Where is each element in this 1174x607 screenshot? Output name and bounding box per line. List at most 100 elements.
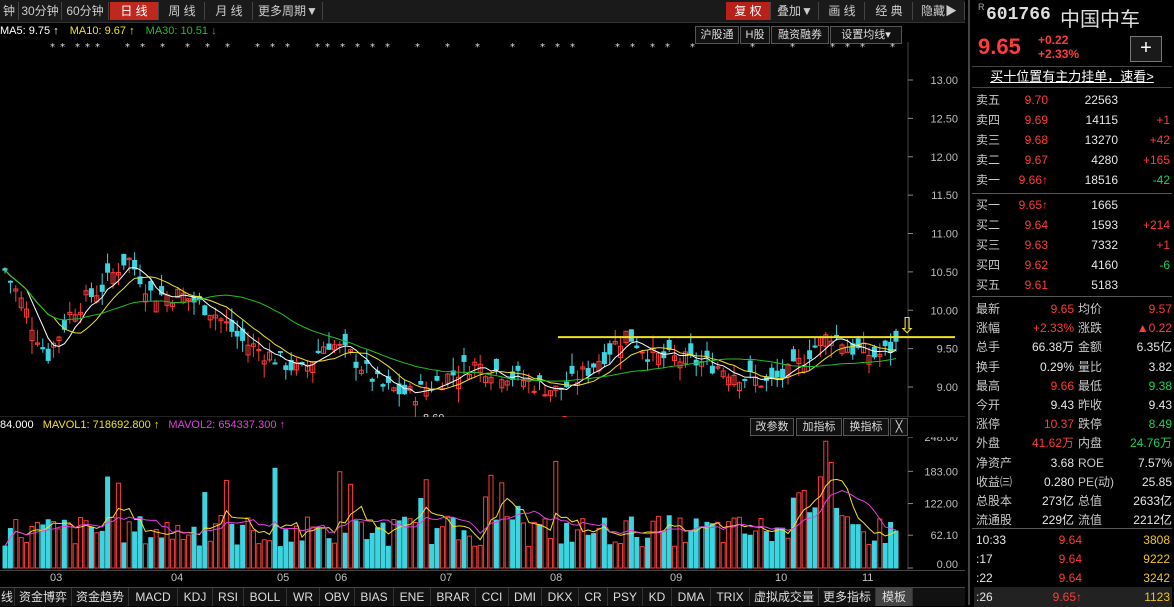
adjust-rights-button[interactable]: 复 权	[726, 2, 771, 20]
add-indicator-button[interactable]: 加指标	[796, 418, 842, 436]
tab-macd[interactable]: MACD	[129, 588, 178, 606]
candle-body	[796, 357, 802, 364]
tab-bias[interactable]: BIAS	[355, 588, 394, 606]
volume-bar	[439, 526, 445, 569]
promo-link[interactable]: 买十位置有主力挂单，速看>	[972, 66, 1172, 88]
signal-star: *	[50, 42, 55, 53]
stat-value: 3.68	[1050, 455, 1074, 470]
tab-psy[interactable]: PSY	[608, 588, 643, 606]
sell-signal-marker: S	[561, 415, 568, 417]
tab-obv[interactable]: OBV	[320, 588, 355, 606]
volume-bar	[159, 537, 165, 569]
volume-bar	[780, 527, 786, 569]
tick-row: :17 9.64 9222	[974, 549, 1172, 569]
order-book-row[interactable]: 卖三 9.68 13270 +42	[974, 130, 1172, 150]
tab-cr[interactable]: CR	[579, 588, 608, 606]
add-watchlist-button[interactable]: +	[1130, 36, 1162, 62]
tab-brar[interactable]: BRAR	[431, 588, 476, 606]
order-book-row[interactable]: 卖二 9.67 4280 +165	[974, 150, 1172, 170]
classic-button[interactable]: 经 典	[866, 2, 913, 20]
order-book-row[interactable]: 买三 9.63 7332 +1	[974, 235, 1172, 255]
tick-price: 9.65↑	[1052, 590, 1082, 604]
candle-body	[315, 350, 321, 354]
period-tab-month[interactable]: 月 线	[206, 2, 253, 20]
signal-star: *	[325, 42, 330, 53]
tab-fund-game[interactable]: 资金博弈	[15, 588, 72, 606]
tab-dma[interactable]: DMA	[672, 588, 711, 606]
tab-kd[interactable]: KD	[643, 588, 672, 606]
stat-value: ▲0.22	[1136, 321, 1172, 336]
candle-body	[672, 355, 678, 362]
margin-trading-button[interactable]: 融资融券	[771, 26, 829, 44]
tab-dkx[interactable]: DKX	[542, 588, 579, 606]
tab-template[interactable]: 模板	[876, 588, 913, 606]
tab-wr[interactable]: WR	[287, 588, 320, 606]
overlay-dropdown[interactable]: 叠加▼	[772, 2, 819, 20]
candle-body	[580, 366, 586, 370]
candle-body	[396, 383, 402, 395]
order-book-row[interactable]: 卖五 9.70 22563	[974, 90, 1172, 110]
volume-bar	[13, 519, 19, 569]
ma10-label: MA10: 9.67 ↑	[69, 25, 135, 37]
period-tab-60min[interactable]: 60分钟	[62, 2, 109, 20]
volume-bar	[153, 529, 159, 569]
tab-cci[interactable]: CCI	[476, 588, 509, 606]
order-book-row[interactable]: 买五 9.61 5183	[974, 275, 1172, 295]
order-book-row[interactable]: 买四 9.62 4160 -6	[974, 255, 1172, 275]
tab-trix[interactable]: TRIX	[711, 588, 750, 606]
period-tab-day[interactable]: 日 线	[110, 2, 159, 20]
tab-dmi[interactable]: DMI	[509, 588, 542, 606]
tab-rsi[interactable]: RSI	[213, 588, 244, 606]
order-book-row[interactable]: 买二 9.64 1593 +214	[974, 215, 1172, 235]
order-book-row[interactable]: 卖一 9.66↑ 18516 -42	[974, 170, 1172, 190]
hk-connect-button[interactable]: 沪股通	[695, 26, 739, 44]
tick-time: :26	[976, 590, 993, 604]
volume-bar	[537, 524, 543, 569]
candle-body	[855, 338, 861, 349]
hide-panel-button[interactable]: 隐藏▶	[914, 2, 965, 20]
volume-tick-label: 62.10	[930, 530, 958, 542]
level-price: 9.64	[1024, 218, 1048, 232]
period-tab-week[interactable]: 周 线	[160, 2, 205, 20]
level-label: 买三	[976, 238, 1001, 252]
stat-value: 2633亿	[1133, 494, 1172, 508]
level-change: -42	[1152, 173, 1170, 187]
modify-params-button[interactable]: 改参数	[750, 418, 794, 436]
tab-boll[interactable]: BOLL	[244, 588, 287, 606]
tab-kdj[interactable]: KDJ	[178, 588, 213, 606]
more-periods-dropdown[interactable]: 更多周期▼	[254, 2, 323, 20]
stat-value: 0.280	[1043, 474, 1074, 489]
tab-fund-trend[interactable]: 资金趋势	[72, 588, 129, 606]
volume-bar	[7, 527, 13, 569]
close-indicator-icon[interactable]: ╳	[890, 418, 908, 436]
set-ma-dropdown[interactable]: 设置均线▾	[830, 26, 902, 44]
switch-indicator-button[interactable]: 换指标	[843, 418, 889, 436]
stat-value: 25.85	[1141, 474, 1172, 489]
draw-line-button[interactable]: 画 线	[820, 2, 865, 20]
order-book-row[interactable]: 卖四 9.69 14115 +1	[974, 110, 1172, 130]
volume-bar	[207, 540, 213, 569]
volume-bar	[709, 523, 715, 569]
date-label: 08	[550, 572, 563, 584]
candle-body	[34, 342, 40, 345]
volume-bar	[688, 530, 694, 569]
period-tab-30min[interactable]: 30分钟	[19, 2, 62, 20]
tab-ene[interactable]: ENE	[394, 588, 431, 606]
tab-line[interactable]: 线	[0, 588, 15, 606]
stat-label: 总值	[1078, 494, 1103, 508]
volume-bar	[817, 476, 823, 569]
volume-chart[interactable]: 248.00 183.00 122.00 62.10 0.00	[0, 437, 965, 570]
h-share-button[interactable]: H股	[740, 26, 770, 44]
candle-body	[780, 368, 786, 379]
tab-more-indicators[interactable]: 更多指标	[819, 588, 876, 606]
stat-row: 外盘 41.62万 内盘 24.76万	[974, 433, 1172, 453]
candle-body	[83, 290, 89, 296]
tick-row: :22 9.64 3242	[974, 568, 1172, 588]
tick-time: :17	[976, 552, 993, 566]
candlestick-chart[interactable]: 13.00 12.50 12.00 11.50 11.00 10.50 10.00 9.50 9…	[0, 42, 965, 417]
period-tab-min[interactable]: 钟	[0, 2, 19, 20]
candle-body	[148, 280, 154, 291]
candle-body	[29, 329, 35, 342]
tab-virtual-volume[interactable]: 虚拟成交量	[750, 588, 819, 606]
order-book-row[interactable]: 买一 9.65↑ 1665	[974, 195, 1172, 215]
